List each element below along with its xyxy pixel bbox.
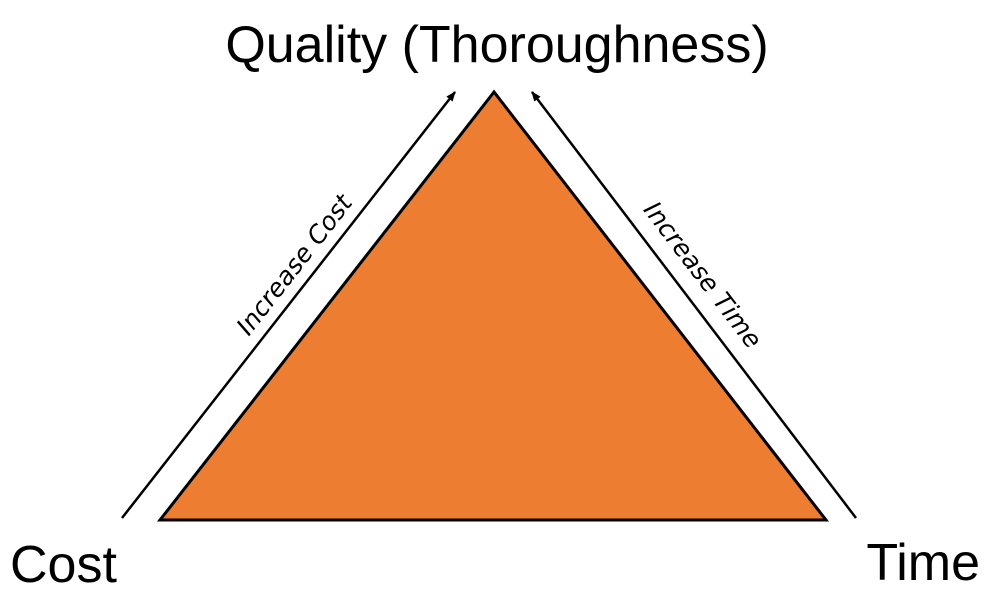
time-vertex-label: Time	[866, 534, 980, 592]
increase-time-arrow	[531, 91, 857, 519]
quality-triangle	[156, 89, 830, 522]
increase-cost-arrow	[121, 91, 456, 519]
quality-vertex-label: Quality (Thoroughness)	[225, 16, 768, 74]
cost-vertex-label: Cost	[10, 536, 117, 594]
